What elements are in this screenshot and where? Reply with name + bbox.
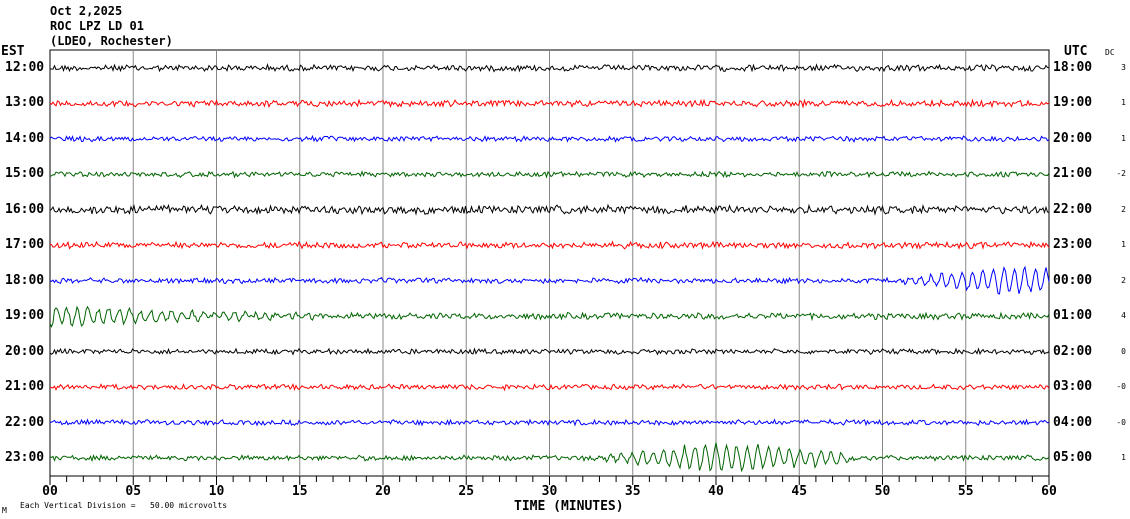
- est-hour-label: 13:00: [5, 95, 45, 111]
- seismic-trace: [49, 383, 1050, 392]
- est-hour-label: 18:00: [5, 272, 45, 288]
- utc-hour-label: 22:00: [1053, 201, 1093, 217]
- x-tick-label: 45: [791, 484, 807, 499]
- x-tick-label: 15: [292, 484, 308, 499]
- dc-offset-value: 2: [1121, 275, 1126, 285]
- x-tick-label: 30: [542, 484, 558, 499]
- dc-offset-value: 1: [1121, 452, 1126, 462]
- seismic-trace: [49, 62, 1050, 73]
- seismic-trace: [49, 347, 1050, 356]
- utc-hour-label: 23:00: [1053, 237, 1093, 253]
- x-tick-label: 55: [958, 484, 974, 499]
- utc-hour-label: 02:00: [1053, 343, 1093, 359]
- scale-note: Each Vertical Division = 50.00 microvolt…: [20, 501, 228, 510]
- seismic-trace: [49, 240, 1050, 250]
- est-hour-label: 22:00: [5, 414, 45, 430]
- footer-mark: M: [2, 506, 7, 515]
- seismic-trace: [49, 170, 1050, 179]
- dc-offset-value: 0: [1121, 346, 1126, 356]
- x-tick-label: 10: [209, 484, 225, 499]
- utc-hour-label: 05:00: [1053, 449, 1093, 465]
- x-tick-label: 20: [375, 484, 391, 499]
- x-tick-label: 50: [875, 484, 891, 499]
- dc-header: DC: [1105, 48, 1115, 57]
- est-hour-label: 19:00: [5, 308, 45, 324]
- utc-hour-label: 19:00: [1053, 95, 1093, 111]
- x-axis-title: TIME (MINUTES): [514, 499, 624, 514]
- seismic-trace: [49, 442, 1050, 473]
- dc-offset-value: 4: [1121, 311, 1126, 321]
- x-tick-label: 35: [625, 484, 641, 499]
- date-label: Oct 2,2025: [50, 4, 123, 18]
- x-tick-label: 40: [708, 484, 724, 499]
- dc-offset-value: 1: [1121, 98, 1126, 108]
- est-hour-label: 21:00: [5, 379, 45, 395]
- dc-offset-value: 2: [1121, 204, 1126, 214]
- dc-offset-value: 3: [1121, 63, 1126, 72]
- station-label: ROC LPZ LD 01: [50, 19, 144, 33]
- dc-offset-value: -2: [1116, 169, 1126, 179]
- seismic-trace: [49, 134, 1050, 143]
- dc-offset-value: -0: [1116, 417, 1126, 427]
- utc-hour-label: 03:00: [1053, 379, 1093, 395]
- utc-hour-label: 20:00: [1053, 130, 1093, 146]
- est-hour-label: 23:00: [5, 449, 45, 465]
- right-timezone: UTC: [1064, 44, 1088, 59]
- x-tick-label: 25: [458, 484, 474, 499]
- x-tick-label: 60: [1041, 484, 1057, 499]
- utc-hour-label: 04:00: [1053, 414, 1093, 430]
- utc-hour-label: 21:00: [1053, 166, 1093, 182]
- dc-offset-value: 1: [1121, 240, 1126, 250]
- est-hour-label: 15:00: [5, 166, 45, 182]
- utc-hour-label: 01:00: [1053, 308, 1093, 324]
- utc-hour-label: 18:00: [1053, 60, 1093, 75]
- utc-hour-label: 00:00: [1053, 272, 1093, 288]
- seismic-trace: [49, 418, 1050, 427]
- est-hour-label: 12:00: [5, 60, 45, 75]
- network-label: (LDEO, Rochester): [50, 34, 173, 48]
- est-hour-label: 16:00: [5, 201, 45, 217]
- x-tick-label: 05: [125, 484, 141, 499]
- dc-offset-value: -0: [1116, 382, 1126, 392]
- left-timezone: EST: [1, 44, 25, 59]
- est-hour-label: 14:00: [5, 130, 45, 146]
- seismic-trace: [49, 98, 1050, 109]
- seismic-trace: [49, 203, 1050, 216]
- est-hour-label: 20:00: [5, 343, 45, 359]
- seismic-trace: [49, 265, 1050, 295]
- dc-offset-value: 1: [1121, 133, 1126, 143]
- est-hour-label: 17:00: [5, 237, 45, 253]
- seismic-trace: [49, 305, 1050, 328]
- x-tick-label: 00: [42, 484, 58, 499]
